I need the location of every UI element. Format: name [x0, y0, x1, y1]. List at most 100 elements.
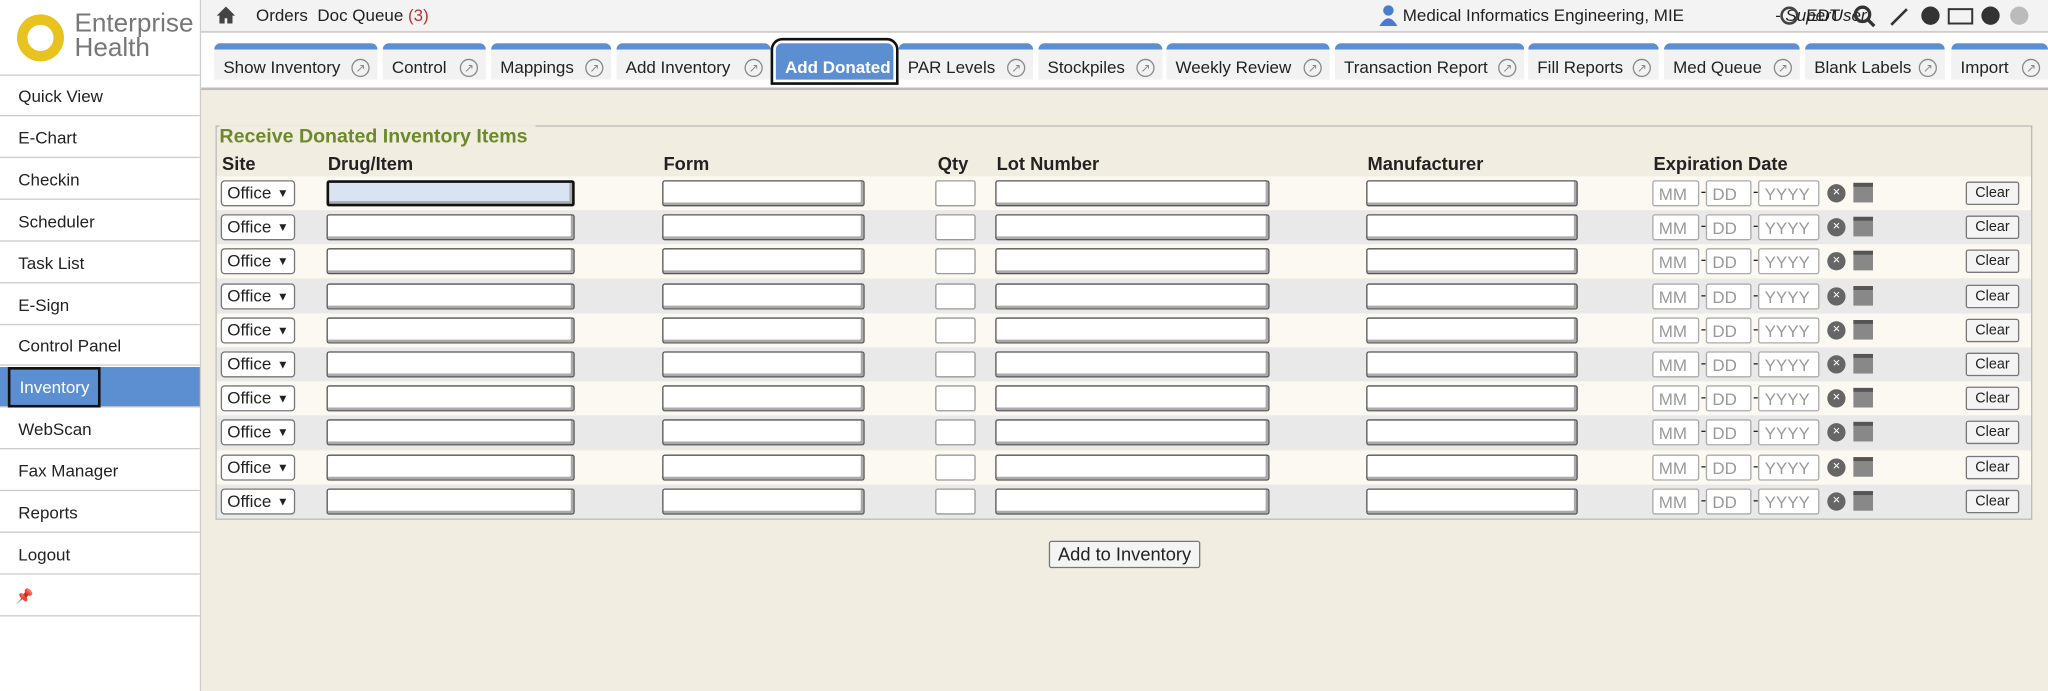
form-input[interactable] [662, 283, 864, 309]
qty-input[interactable] [935, 317, 975, 343]
month-input[interactable]: MM [1652, 249, 1699, 275]
timezone[interactable]: EDT [1806, 5, 1840, 25]
drug-input[interactable] [327, 351, 575, 377]
tab[interactable]: Add Donated [776, 43, 894, 80]
clear-date-icon[interactable]: × [1827, 458, 1845, 476]
calendar-icon[interactable] [1853, 422, 1873, 442]
clear-button[interactable]: Clear [1966, 353, 2020, 377]
clear-button[interactable]: Clear [1966, 421, 2020, 445]
site-select[interactable]: Office▼ [221, 317, 295, 343]
site-select[interactable]: Office▼ [221, 214, 295, 240]
site-select[interactable]: Office▼ [221, 386, 295, 412]
month-input[interactable]: MM [1652, 488, 1699, 514]
nav-item[interactable]: Fax Manager [0, 451, 200, 491]
year-input[interactable]: YYYY [1758, 317, 1819, 343]
month-input[interactable]: MM [1652, 351, 1699, 377]
clear-date-icon[interactable]: × [1827, 253, 1845, 271]
clear-date-icon[interactable]: × [1827, 355, 1845, 373]
qty-input[interactable] [935, 454, 975, 480]
manufacturer-input[interactable] [1366, 214, 1578, 240]
form-input[interactable] [662, 420, 864, 446]
month-input[interactable]: MM [1652, 283, 1699, 309]
site-select[interactable]: Office▼ [221, 249, 295, 275]
tab[interactable]: Mappings↗ [491, 43, 611, 80]
tab[interactable]: Blank Labels↗ [1805, 43, 1945, 80]
qty-input[interactable] [935, 386, 975, 412]
clear-date-icon[interactable]: × [1827, 321, 1845, 339]
qty-input[interactable] [935, 488, 975, 514]
tab[interactable]: Stockpiles↗ [1038, 43, 1162, 80]
drug-input[interactable] [327, 454, 575, 480]
year-input[interactable]: YYYY [1758, 454, 1819, 480]
month-input[interactable]: MM [1652, 420, 1699, 446]
qty-input[interactable] [935, 214, 975, 240]
nav-item[interactable]: Checkin [0, 159, 200, 199]
drug-input[interactable] [327, 214, 575, 240]
form-input[interactable] [662, 488, 864, 514]
tab-open-icon[interactable]: ↗ [460, 59, 478, 77]
manufacturer-input[interactable] [1366, 454, 1578, 480]
calendar-icon[interactable] [1853, 491, 1873, 511]
qty-input[interactable] [935, 249, 975, 275]
lot-input[interactable] [995, 420, 1269, 446]
lot-input[interactable] [995, 488, 1269, 514]
year-input[interactable]: YYYY [1758, 180, 1819, 206]
qty-input[interactable] [935, 283, 975, 309]
tab[interactable]: Show Inventory↗ [214, 43, 377, 80]
clear-date-icon[interactable]: × [1827, 389, 1845, 407]
tab[interactable]: Import↗ [1951, 43, 2048, 80]
nav-item[interactable]: Logout [0, 534, 200, 574]
lot-input[interactable] [995, 317, 1269, 343]
form-input[interactable] [662, 180, 864, 206]
nav-item[interactable]: Task List [0, 242, 200, 282]
calendar-icon[interactable] [1853, 388, 1873, 408]
tab-open-icon[interactable]: ↗ [744, 59, 762, 77]
drug-input[interactable] [327, 488, 575, 514]
year-input[interactable]: YYYY [1758, 283, 1819, 309]
tab-open-icon[interactable]: ↗ [351, 59, 369, 77]
nav-link[interactable]: Doc Queue (3) [317, 5, 428, 25]
site-select[interactable]: Office▼ [221, 488, 295, 514]
clear-button[interactable]: Clear [1966, 284, 2020, 308]
calendar-icon[interactable] [1853, 251, 1873, 271]
month-input[interactable]: MM [1652, 317, 1699, 343]
lot-input[interactable] [995, 351, 1269, 377]
nav-item[interactable]: E-Sign [0, 284, 200, 324]
manufacturer-input[interactable] [1366, 351, 1578, 377]
form-input[interactable] [662, 249, 864, 275]
nav-item[interactable]: Reports [0, 492, 200, 532]
month-input[interactable]: MM [1652, 386, 1699, 412]
clear-button[interactable]: Clear [1966, 216, 2020, 240]
qty-input[interactable] [935, 180, 975, 206]
lot-input[interactable] [995, 283, 1269, 309]
clear-date-icon[interactable]: × [1827, 492, 1845, 510]
nav-item[interactable]: Inventory [0, 367, 200, 407]
day-input[interactable]: DD [1706, 351, 1752, 377]
qty-input[interactable] [935, 420, 975, 446]
day-input[interactable]: DD [1706, 454, 1752, 480]
nav-item[interactable]: WebScan [0, 409, 200, 449]
tab-open-icon[interactable]: ↗ [2022, 59, 2040, 77]
month-input[interactable]: MM [1652, 214, 1699, 240]
tab[interactable]: Transaction Report↗ [1335, 43, 1524, 80]
year-input[interactable]: YYYY [1758, 351, 1819, 377]
tab[interactable]: Med Queue↗ [1664, 43, 1800, 80]
tab[interactable]: Control↗ [383, 43, 486, 80]
user-name[interactable]: Medical Informatics Engineering, MIE [1403, 5, 1684, 25]
clear-button[interactable]: Clear [1966, 455, 2020, 479]
manufacturer-input[interactable] [1366, 488, 1578, 514]
clear-date-icon[interactable]: × [1827, 287, 1845, 305]
form-input[interactable] [662, 351, 864, 377]
lot-input[interactable] [995, 180, 1269, 206]
site-select[interactable]: Office▼ [221, 454, 295, 480]
calendar-icon[interactable] [1853, 183, 1873, 203]
drug-input[interactable] [327, 249, 575, 275]
form-input[interactable] [662, 454, 864, 480]
form-input[interactable] [662, 214, 864, 240]
manufacturer-input[interactable] [1366, 249, 1578, 275]
drug-input[interactable] [327, 420, 575, 446]
tab[interactable]: PAR Levels↗ [899, 43, 1034, 80]
calendar-icon[interactable] [1853, 320, 1873, 340]
tab-open-icon[interactable]: ↗ [1919, 59, 1937, 77]
day-input[interactable]: DD [1706, 317, 1752, 343]
